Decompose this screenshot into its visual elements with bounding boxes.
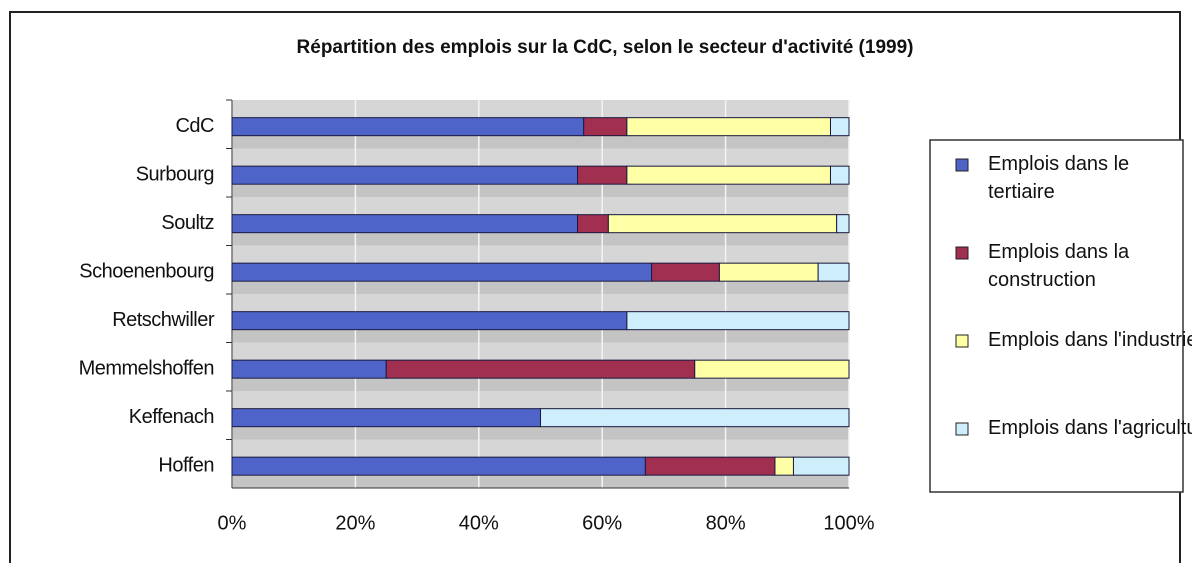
bar-segment (774, 456, 794, 476)
x-tick-label: 60% (582, 512, 622, 534)
x-tick-label: 20% (335, 512, 375, 534)
bar-segment (829, 117, 850, 137)
bar-segment (792, 456, 850, 476)
bar-segment (385, 359, 696, 379)
legend-swatch (955, 334, 969, 348)
band-stripe (232, 148, 849, 166)
bar-segment (836, 214, 850, 234)
bar-segment (829, 165, 850, 185)
bar-segment (231, 117, 585, 137)
bar-segment (626, 311, 850, 331)
legend-label: Emplois dans l'agriculture (988, 417, 1192, 439)
band-stripe (232, 391, 849, 408)
band-stripe (232, 294, 849, 311)
bar-segment (231, 311, 628, 331)
bar-segment (231, 165, 579, 185)
x-tick-label: 40% (459, 512, 499, 534)
legend-swatch (955, 422, 969, 436)
bar-segment (231, 214, 579, 234)
bar-segment (626, 117, 831, 137)
band-stripe (232, 342, 849, 360)
x-tick-label: 100% (823, 512, 874, 534)
y-tick-label: Surbourg (136, 163, 214, 185)
band-stripe (232, 100, 849, 117)
band-stripe (232, 197, 849, 214)
y-tick-label: Retschwiller (112, 309, 215, 331)
bar-segment (626, 165, 831, 185)
band-stripe (232, 245, 849, 263)
band-stripe (232, 439, 849, 457)
x-tick-label: 80% (706, 512, 746, 534)
legend-swatch (955, 246, 969, 260)
y-tick-label: Schoenenbourg (79, 260, 214, 282)
bar-segment (651, 262, 720, 282)
bar-segment (583, 117, 628, 137)
legend-label: Emplois dans l'industrie (988, 329, 1192, 351)
legend-swatch (955, 158, 969, 172)
bar-segment (540, 408, 850, 428)
bar-segment (817, 262, 850, 282)
x-tick-label: 0% (218, 512, 247, 534)
chart-title: Répartition des emplois sur la CdC, selo… (297, 37, 914, 58)
legend-label: Emplois dans le tertiaire (988, 153, 1129, 203)
bar-segment (231, 262, 653, 282)
y-tick-label: Soultz (161, 212, 214, 234)
y-tick-label: Hoffen (158, 454, 214, 476)
bar-segment (694, 359, 850, 379)
bar-segment (577, 214, 609, 234)
bar-segment (231, 359, 387, 379)
bar-segment (644, 456, 776, 476)
bar-segment (607, 214, 838, 234)
y-tick-label: Keffenach (129, 406, 214, 428)
y-tick-label: Memmelshoffen (79, 357, 214, 379)
bar-segment (718, 262, 819, 282)
bar-segment (231, 456, 646, 476)
bar-segment (231, 408, 541, 428)
bar-segment (577, 165, 628, 185)
y-tick-label: CdC (175, 115, 214, 137)
legend-label: Emplois dans la construction (988, 241, 1130, 291)
legend-box (929, 139, 1184, 493)
